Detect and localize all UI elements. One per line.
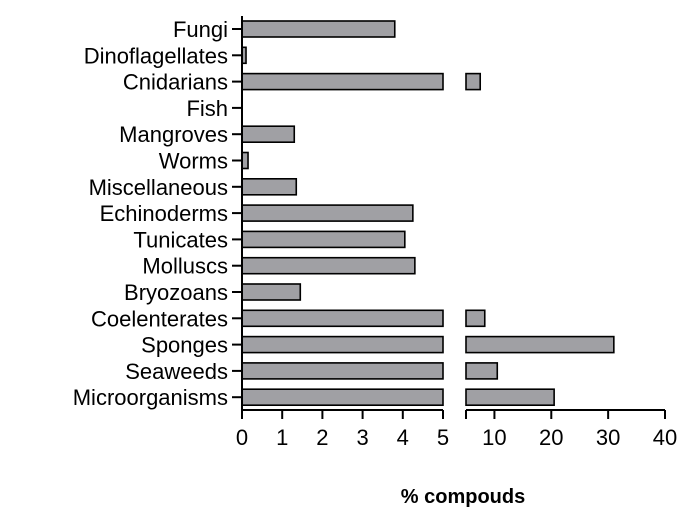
category-label: Miscellaneous <box>89 175 228 200</box>
x-tick-label: 4 <box>397 425 409 450</box>
bar <box>241 388 444 407</box>
bars-group <box>241 20 615 407</box>
category-label: Sponges <box>141 333 228 358</box>
bar-continued <box>465 362 499 380</box>
category-label: Molluscs <box>142 254 228 279</box>
x-tick-label: 5 <box>437 425 449 450</box>
bar <box>241 178 298 196</box>
category-labels-group: FungiDinoflagellatesCnidariansFishMangro… <box>73 17 228 410</box>
bar <box>241 362 444 380</box>
category-label: Coelenterates <box>91 306 228 331</box>
bar <box>241 72 444 91</box>
x-tick-label: 3 <box>356 425 368 450</box>
x-tick-label: 0 <box>236 425 248 450</box>
bar-continued <box>465 309 486 328</box>
category-label: Cnidarians <box>123 70 228 95</box>
x-tick-label: 1 <box>276 425 288 450</box>
category-label: Microorganisms <box>73 385 228 410</box>
bar <box>241 230 406 249</box>
bar <box>241 309 444 328</box>
bar <box>241 20 396 38</box>
category-label: Tunicates <box>133 227 228 252</box>
bar <box>241 335 444 354</box>
bar <box>241 256 416 275</box>
x-tick-label: 40 <box>653 425 677 450</box>
x-axis-title: % compouds <box>401 486 525 508</box>
x-tick-label: 2 <box>316 425 328 450</box>
category-label: Fish <box>186 96 228 121</box>
category-label: Dinoflagellates <box>84 43 228 68</box>
axes-group <box>232 16 666 419</box>
bar-continued <box>465 72 482 91</box>
tick-labels-group: 0 1 2 3 4 5 10 20 30 40 <box>236 425 677 450</box>
bar <box>241 204 414 222</box>
bar-continued <box>465 335 615 354</box>
bar-continued <box>465 388 555 407</box>
category-label: Worms <box>159 149 228 174</box>
x-tick-label: 20 <box>539 425 563 450</box>
category-label: Fungi <box>173 17 228 42</box>
x-tick-label: 10 <box>482 425 506 450</box>
category-label: Mangroves <box>119 122 228 147</box>
bar <box>241 125 296 143</box>
category-label: Echinoderms <box>100 201 228 226</box>
x-tick-label: 30 <box>596 425 620 450</box>
bar <box>241 283 302 301</box>
category-label: Bryozoans <box>124 280 228 305</box>
category-label: Seaweeds <box>125 359 228 384</box>
